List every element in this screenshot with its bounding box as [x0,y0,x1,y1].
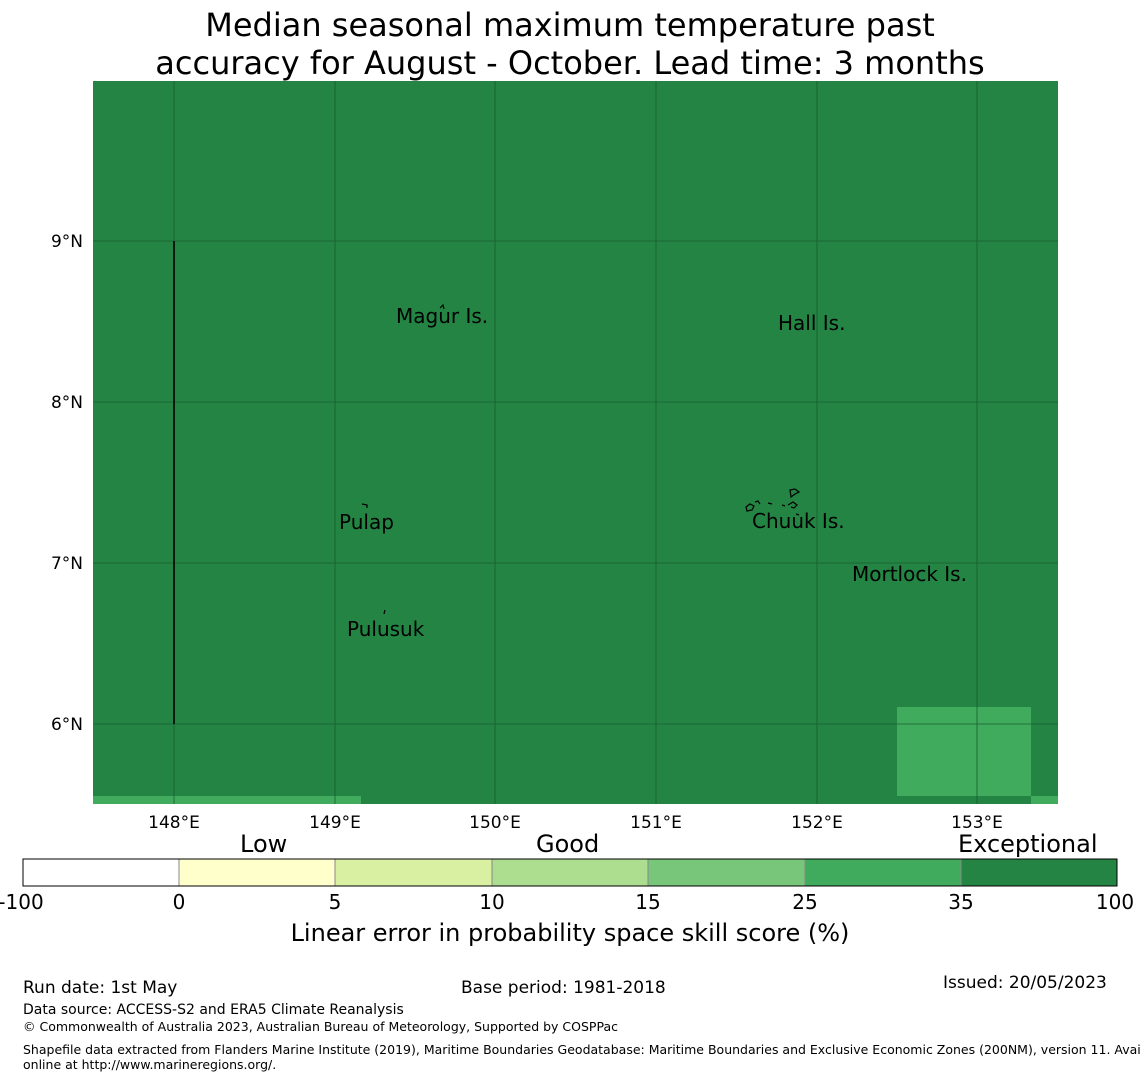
colorbar-segment [648,859,805,886]
lat-tick-label: 6°N [51,715,83,735]
colorbar-segment [335,859,492,886]
map-background [93,81,1058,804]
island-outlines [361,303,801,615]
skill-patch-southeast [897,707,1031,796]
legend-category-low: Low [240,830,288,858]
data-source: Data source: ACCESS-S2 and ERA5 Climate … [23,1002,404,1018]
colorbar-segment [492,859,648,886]
colorbar-tick-label: -100 [0,890,44,914]
run-date: Run date: 1st May [23,978,178,998]
colorbar-tick-label: 15 [635,890,661,914]
colorbar-tick-label: 10 [479,890,505,914]
colorbar-tick-label: 35 [948,890,974,914]
copyright: © Commonwealth of Australia 2023, Austra… [23,1019,618,1034]
place-label: Magur Is. [396,304,488,328]
island-chuuk-5 [789,488,801,499]
colorbar-tick-label: 5 [328,890,342,914]
place-label: Pulap [339,510,394,534]
shapefile-credit-line2: online at http://www.marineregions.org/. [23,1057,277,1072]
base-period: Base period: 1981-2018 [461,978,666,998]
island-magur [439,303,445,310]
issued-date: Issued: 20/05/2023 [943,973,1107,993]
island-chuuk-6 [787,501,798,509]
legend-category-exceptional: Exceptional [958,830,1098,858]
island-chuuk-2 [754,500,761,505]
place-label: Pulusuk [347,617,425,641]
lat-tick-label: 9°N [51,232,83,252]
lat-tick-label: 7°N [51,554,83,574]
map-title-line2: accuracy for August - October. Lead time… [155,44,985,82]
place-label: Chuuk Is. [752,509,845,533]
skill-patch-southeast-edge [1031,796,1058,804]
lon-tick-label: 153°E [951,813,1003,830]
map-canvas: Magur Is. Hall Is. Pulap Chuuk Is. Mortl… [51,81,1058,830]
colorbar-segment [23,859,179,886]
island-pulusuk [383,609,386,615]
colorbar-tick-label: 0 [172,890,186,914]
colorbar-segment [805,859,961,886]
lat-tick-label: 8°N [51,393,83,413]
lon-tick-label: 149°E [309,813,361,830]
island-chuuk-4 [781,504,786,507]
island-chuuk-3 [767,502,773,505]
map-title: Median seasonal maximum temperature past… [0,6,1140,82]
shapefile-credit-line1: Shapefile data extracted from Flanders M… [23,1042,1140,1057]
colorbar-tick-label: 25 [792,890,818,914]
map-title-line1: Median seasonal maximum temperature past [205,6,935,44]
colorbar-tick-label: 100 [1095,890,1135,914]
place-label: Hall Is. [778,311,845,335]
island-pulap [361,503,368,508]
colorbar [22,858,1118,887]
legend-category-good: Good [536,830,600,858]
place-label: Mortlock Is. [852,562,967,586]
lon-tick-label: 152°E [791,813,843,830]
colorbar-segment [961,859,1117,886]
island-chuuk-7 [795,513,800,516]
colorbar-segment [179,859,335,886]
lon-tick-label: 150°E [469,813,521,830]
lon-tick-label: 151°E [630,813,682,830]
colorbar-title: Linear error in probability space skill … [290,919,850,947]
lon-tick-label: 148°E [148,813,200,830]
island-chuuk-1 [745,503,755,512]
gridlines [93,81,1058,804]
skill-patch-southwest [93,796,361,804]
colorbar-frame [22,858,1118,887]
